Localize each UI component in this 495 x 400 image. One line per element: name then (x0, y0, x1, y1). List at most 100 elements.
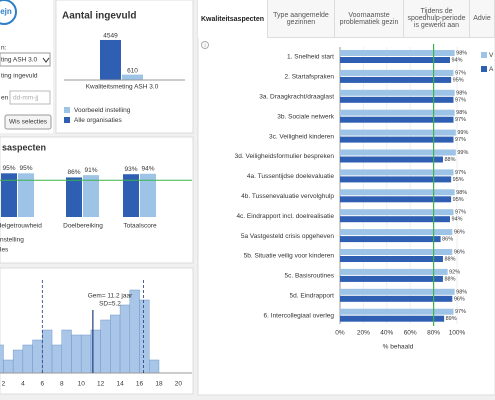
tab-bar: Kwaliteitsaspecten Type aangemelde gezinn… (198, 0, 495, 38)
tab[interactable]: Type aangemelde gezinnen (268, 0, 335, 38)
histogram-bar (129, 289, 140, 374)
count-panel (55, 0, 194, 134)
bar (340, 249, 453, 255)
x-axis-label: % behaald (383, 344, 414, 351)
x-tick-label: 100% (449, 330, 466, 337)
clear-button[interactable] (4, 114, 52, 130)
bar (340, 57, 450, 63)
bar (340, 295, 453, 302)
bar (123, 174, 139, 217)
x-tick-label: 18 (155, 381, 163, 388)
value-label: 97% (455, 70, 466, 76)
x-tick-label: 12 (97, 381, 105, 388)
histogram-bar (32, 339, 43, 374)
histogram-bar (51, 344, 63, 374)
value-label: 98% (456, 190, 467, 196)
x-tick-label: ndelgetrouwheid (0, 223, 42, 230)
filter-option[interactable]: ting ingevuld (1, 73, 38, 80)
y-tick-label: 3c. Veiligheid kinderen (269, 133, 334, 140)
bar (340, 308, 454, 315)
histogram-bar (119, 304, 131, 374)
value-label: 97% (455, 170, 466, 176)
bar (100, 39, 121, 80)
bar (340, 268, 448, 275)
y-tick-label: 6. Intercollegiaal overleg (264, 312, 335, 319)
legend-swatch (64, 107, 70, 113)
x-tick-label: 10 (78, 381, 86, 388)
tab[interactable]: Advie (470, 0, 495, 38)
y-tick-label: 5c. Basisroutines (285, 273, 335, 280)
x-tick-label: 2 (2, 381, 6, 388)
legend-label: Alle organisaties (74, 117, 122, 124)
bar (340, 129, 456, 136)
dropdown[interactable] (0, 52, 51, 67)
logo-text: ejn (0, 7, 12, 16)
clear-button-text[interactable]: Wis selecties (9, 119, 48, 126)
annotation: SD=5.2 (99, 301, 121, 308)
legend-label: V (489, 52, 494, 59)
x-tick-label: 14 (116, 381, 124, 388)
value-label: 99% (457, 130, 468, 136)
x-tick-label: 80% (427, 330, 440, 337)
histogram-bar (42, 329, 53, 374)
info-icon-text[interactable]: i (204, 43, 205, 49)
y-tick-label: 3b. Sociale netwerk (277, 113, 334, 120)
dropdown-arrow (42, 57, 50, 63)
histogram-bar (3, 359, 14, 374)
value-label: 95% (453, 177, 464, 183)
y-tick-label: 4c. Eindrapport incl. doelrealisatie (236, 213, 334, 220)
x-tick-label: 16 (136, 381, 144, 388)
bar (83, 175, 99, 217)
bar (340, 156, 443, 163)
dropdown-text[interactable]: ting ASH 3.0 (1, 57, 38, 64)
date-label: en (1, 95, 9, 102)
x-tick-label: 0% (335, 330, 345, 337)
histogram-bar (61, 329, 72, 374)
value-label: 94% (451, 57, 462, 63)
value-label: 96% (454, 296, 465, 302)
histogram-bar (100, 319, 111, 374)
value-label: 98% (456, 110, 467, 116)
value-label: 93% (124, 166, 137, 173)
bar (340, 209, 454, 216)
value-label: 97% (455, 137, 466, 143)
info-icon[interactable] (201, 41, 209, 49)
tab[interactable]: Tijdens de spoedhulp-periode is gewerkt … (404, 0, 470, 38)
value-label: 98% (456, 50, 467, 56)
bar (340, 50, 455, 56)
x-tick-label: Totaalscore (123, 223, 157, 230)
bar (340, 275, 443, 282)
tab[interactable]: Voornaamste problematiek gezin (335, 0, 404, 38)
bar (340, 315, 445, 322)
histogram-bar (80, 334, 92, 374)
histogram-bar (139, 299, 150, 374)
value-label: 89% (446, 316, 457, 322)
x-tick-label: Doelbereiking (63, 223, 103, 230)
date-input[interactable] (9, 90, 51, 105)
value-label: 97% (455, 117, 466, 123)
value-label: 97% (455, 210, 466, 216)
tab[interactable]: Kwaliteitsaspecten (198, 0, 268, 38)
bar (340, 229, 453, 236)
y-tick-label: 1. Snelheid start (287, 54, 334, 61)
legend-label: les (0, 247, 9, 254)
y-tick-label: 5b. Situatie veilig voor kinderen (244, 253, 335, 260)
bar (18, 173, 34, 217)
y-tick-label: 4b. Tussenevaluatie vervolghulp (241, 193, 334, 200)
histogram-bar (0, 344, 4, 374)
bar (122, 74, 143, 80)
legend-swatch (64, 117, 70, 123)
value-label: 98% (456, 289, 467, 295)
y-tick-label: 3a. Draagkracht/draaglast (259, 94, 334, 101)
value-label: 94% (141, 165, 154, 172)
value-label: 97% (455, 97, 466, 103)
chart-title: Aantal ingevuld (62, 11, 136, 22)
value-label: 4549 (103, 33, 118, 40)
value-label: 97% (455, 309, 466, 315)
date-placeholder[interactable]: dd-mm-jj (13, 95, 38, 102)
histogram-bar (22, 344, 33, 374)
bar (340, 216, 450, 223)
value-label: 95% (19, 165, 32, 172)
x-tick-label: 40% (380, 330, 393, 337)
